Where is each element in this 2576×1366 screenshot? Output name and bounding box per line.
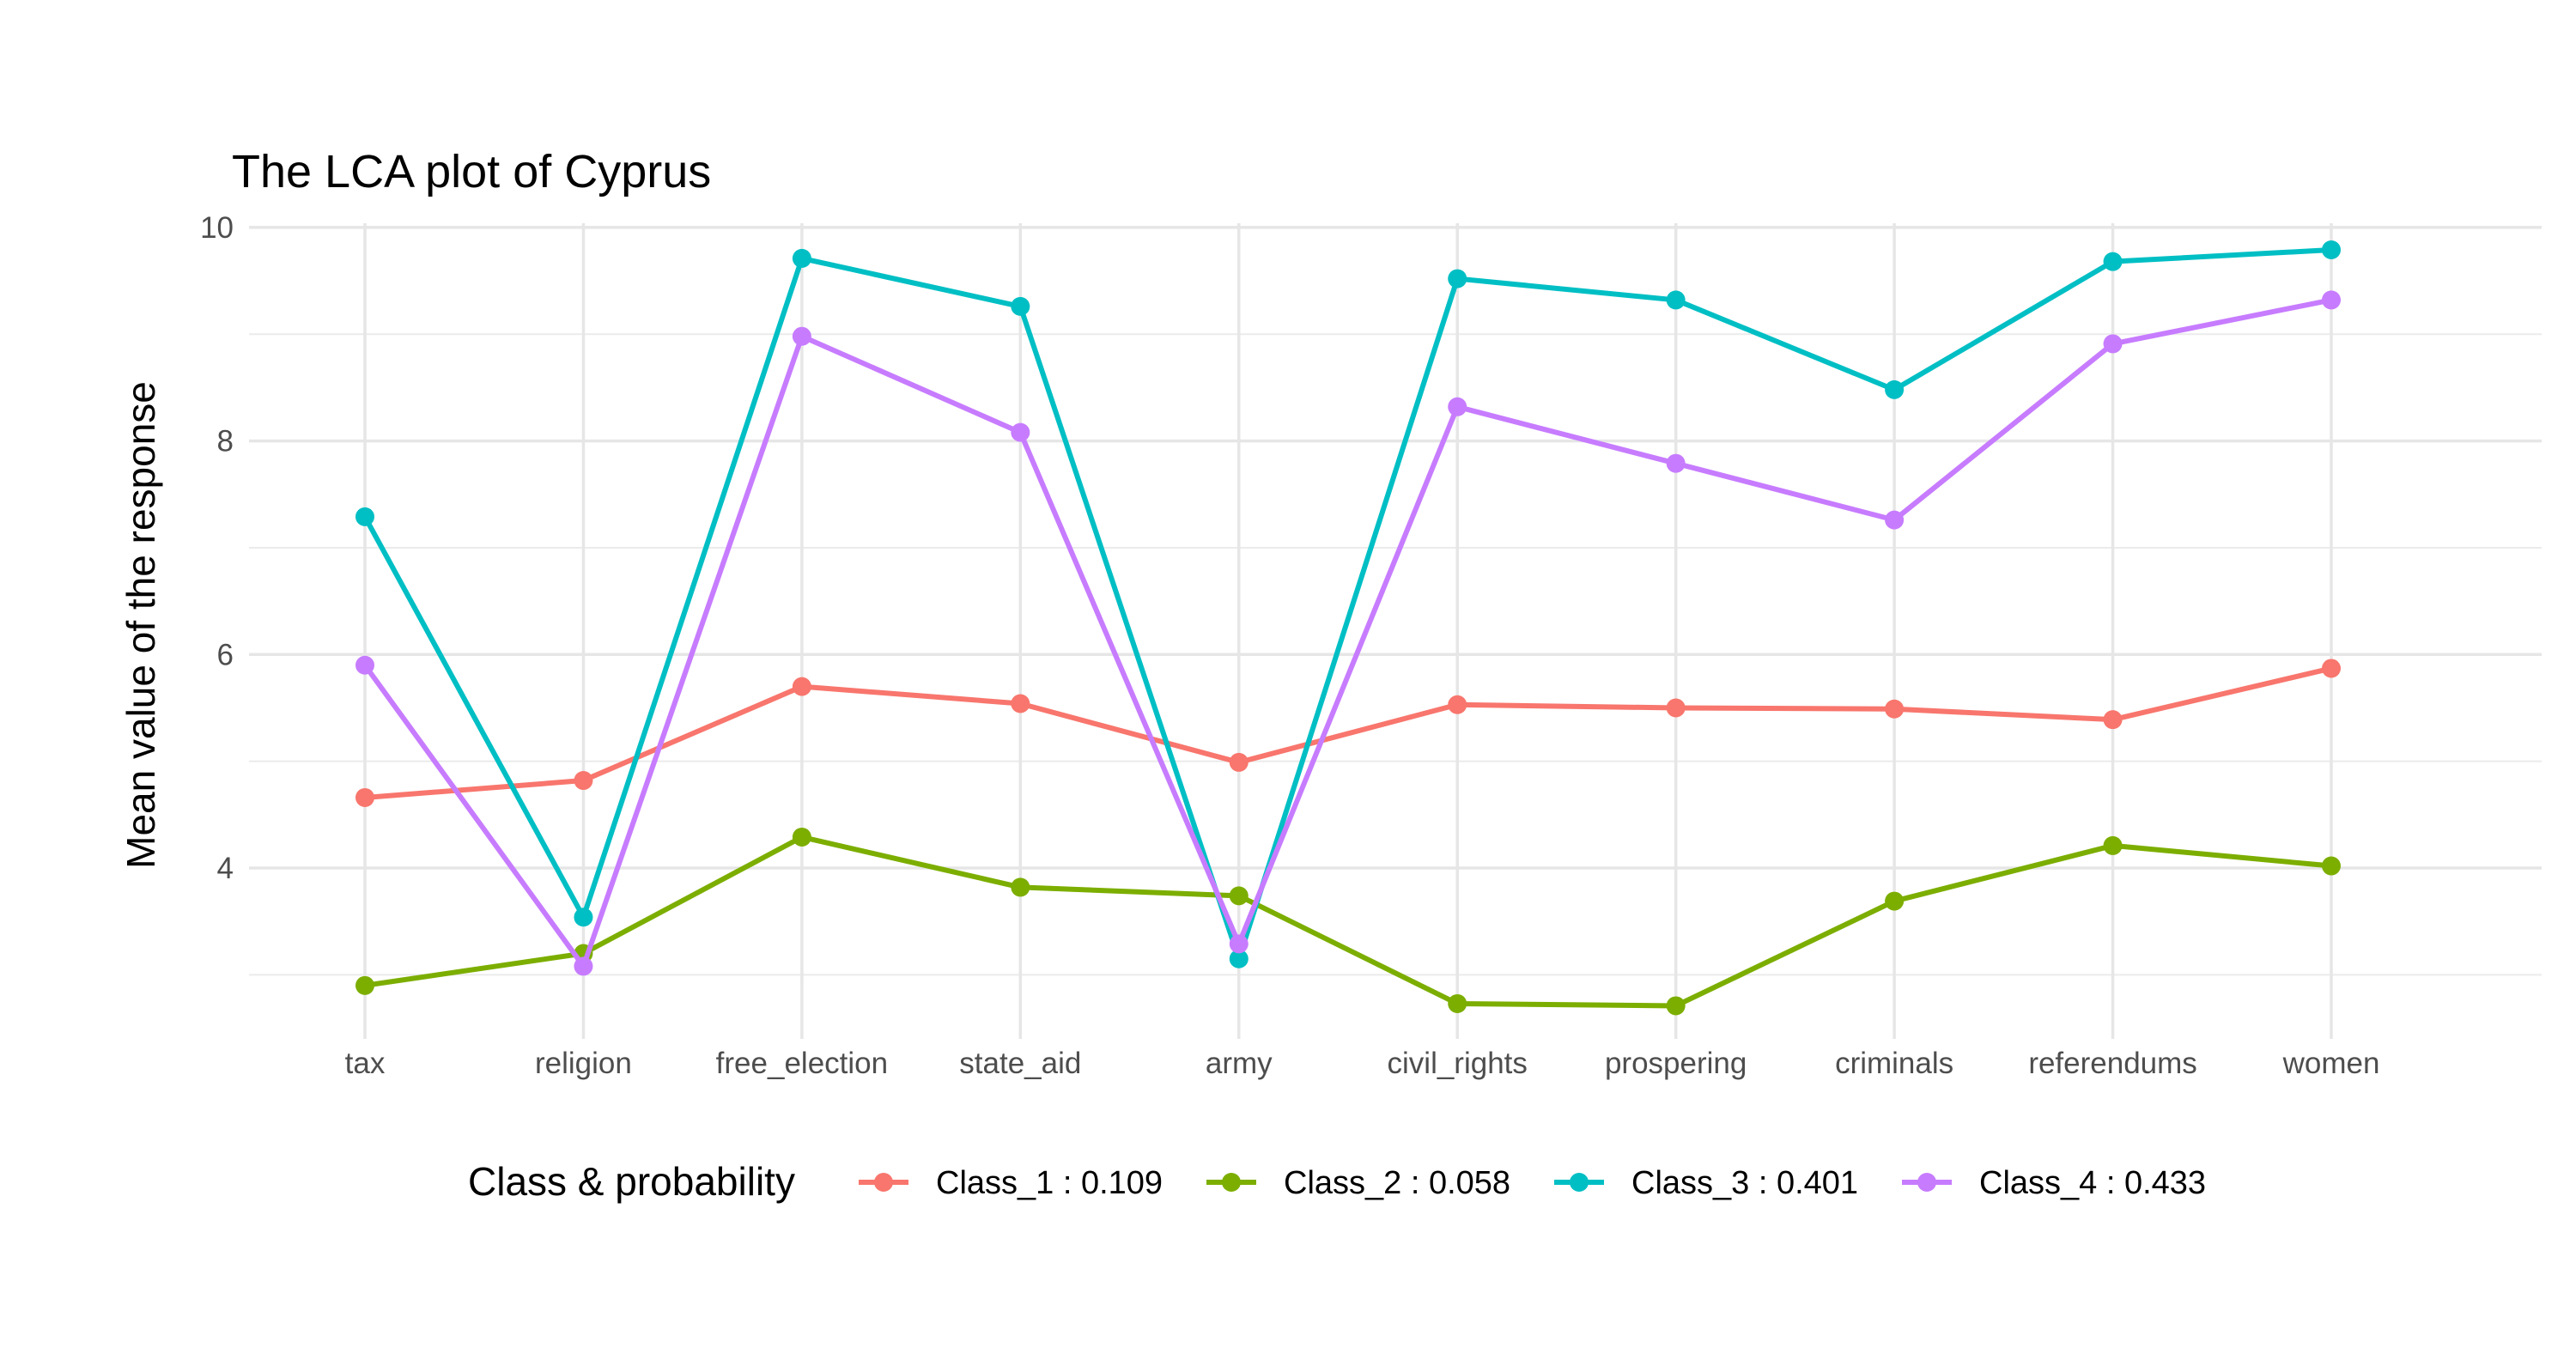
data-point-2-civil_rights <box>1448 993 1467 1013</box>
series-1 <box>355 659 2341 807</box>
data-point-3-civil_rights <box>1448 269 1467 288</box>
series-3 <box>355 240 2341 968</box>
y-tick-label-3: 10 <box>200 211 234 245</box>
y-tick-label-2: 8 <box>217 425 234 458</box>
data-point-4-civil_rights <box>1448 397 1467 416</box>
data-point-1-army <box>1229 752 1249 772</box>
x-tick-label-army: army <box>1206 1047 1273 1080</box>
data-point-4-tax <box>355 655 374 675</box>
series-line-2 <box>364 834 2332 1009</box>
data-point-2-free_election <box>792 827 811 847</box>
data-point-3-tax <box>355 507 374 526</box>
legend-item-1: Class_1 : 0.109 <box>859 1165 1163 1201</box>
legend-label-2: Class_2 : 0.058 <box>1284 1165 1510 1201</box>
x-tick-label-tax: tax <box>345 1047 386 1080</box>
legend-title: Class & probability <box>468 1159 795 1204</box>
chart-title: The LCA plot of Cyprus <box>232 146 711 197</box>
data-point-3-free_election <box>792 248 811 268</box>
x-tick-label-women: women <box>2282 1047 2380 1080</box>
data-point-1-state_aid <box>1011 694 1030 713</box>
data-point-4-free_election <box>792 326 811 346</box>
legend-key-point-3 <box>1570 1173 1589 1192</box>
x-tick-label-state_aid: state_aid <box>959 1047 1081 1080</box>
data-point-2-criminals <box>1885 891 1905 911</box>
data-point-2-women <box>2322 856 2341 876</box>
series-line-1 <box>364 665 2332 800</box>
series-4 <box>355 290 2341 976</box>
data-point-3-army <box>1229 949 1249 968</box>
data-point-1-criminals <box>1885 699 1905 719</box>
data-point-2-army <box>1229 886 1249 906</box>
data-point-4-state_aid <box>1011 422 1030 442</box>
y-tick-label-0: 4 <box>217 852 234 885</box>
axis-layer: 4 6 8 10 tax religion free_election state_aid ar… <box>200 211 2379 1080</box>
data-point-2-prospering <box>1666 996 1686 1016</box>
data-point-1-referendums <box>2103 710 2123 730</box>
legend: Class & probability Class_1 : 0.109 Class… <box>468 1159 2206 1204</box>
data-point-2-state_aid <box>1011 877 1030 897</box>
series-line-3 <box>362 246 2332 962</box>
data-point-4-referendums <box>2103 334 2123 354</box>
grid-layer <box>249 223 2542 1039</box>
data-point-3-prospering <box>1666 290 1686 310</box>
data-point-3-women <box>2322 240 2341 259</box>
data-point-3-criminals <box>1885 379 1905 399</box>
data-point-1-women <box>2322 659 2341 678</box>
legend-key-point-1 <box>874 1173 893 1192</box>
x-tick-label-free_election: free_election <box>716 1047 888 1080</box>
series-line-4 <box>362 297 2332 969</box>
x-tick-label-prospering: prospering <box>1605 1047 1747 1080</box>
data-point-3-state_aid <box>1011 296 1030 316</box>
y-axis-label: Mean value of the response <box>118 381 163 869</box>
y-tick-label-1: 6 <box>217 638 234 671</box>
legend-label-3: Class_3 : 0.401 <box>1631 1165 1858 1201</box>
data-point-3-religion <box>574 908 593 927</box>
x-tick-label-religion: religion <box>535 1047 632 1080</box>
data-point-1-religion <box>574 771 593 791</box>
x-tick-label-civil_rights: civil_rights <box>1388 1047 1528 1080</box>
data-point-1-civil_rights <box>1448 695 1467 714</box>
x-tick-label-referendums: referendums <box>2028 1047 2196 1080</box>
data-point-4-religion <box>574 956 593 976</box>
data-point-4-criminals <box>1885 510 1905 530</box>
legend-item-4: Class_4 : 0.433 <box>1902 1165 2206 1201</box>
legend-key-point-4 <box>1917 1173 1936 1192</box>
data-point-1-prospering <box>1666 698 1686 718</box>
legend-item-2: Class_2 : 0.058 <box>1206 1165 1510 1201</box>
data-point-4-army <box>1229 934 1249 954</box>
data-point-2-tax <box>355 975 374 995</box>
data-point-4-women <box>2322 290 2341 310</box>
x-tick-label-criminals: criminals <box>1835 1047 1953 1080</box>
data-point-4-prospering <box>1666 453 1686 473</box>
legend-key-point-2 <box>1222 1173 1241 1192</box>
series-layer <box>355 240 2341 1016</box>
legend-item-3: Class_3 : 0.401 <box>1554 1165 1858 1201</box>
legend-label-1: Class_1 : 0.109 <box>936 1165 1163 1201</box>
data-point-1-tax <box>355 787 374 807</box>
data-point-1-free_election <box>792 677 811 696</box>
data-point-2-referendums <box>2103 835 2123 855</box>
series-2 <box>355 827 2341 1016</box>
data-point-3-referendums <box>2103 252 2123 271</box>
legend-label-4: Class_4 : 0.433 <box>1979 1165 2206 1201</box>
